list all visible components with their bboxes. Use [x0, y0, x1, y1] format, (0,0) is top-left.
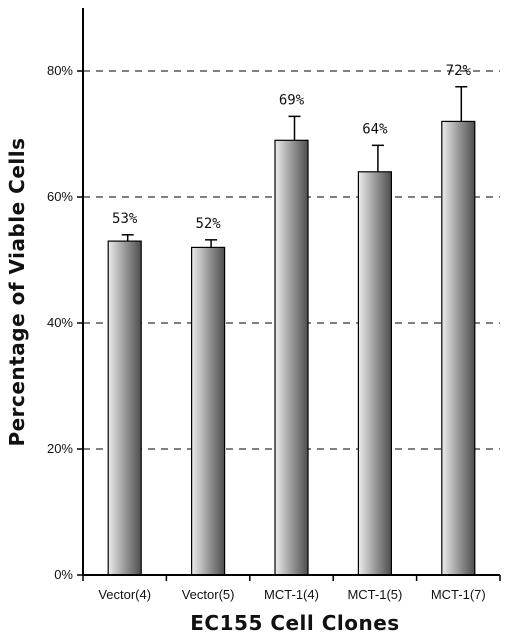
x-tick-label: Vector(5) [182, 587, 235, 602]
data-label: 52% [195, 216, 221, 232]
data-label: 69% [279, 92, 305, 108]
y-tick-label: 80% [47, 63, 73, 78]
axes [77, 8, 501, 581]
y-tick-label: 40% [47, 315, 73, 330]
data-label: 64% [362, 121, 388, 137]
x-tick-label: Vector(4) [98, 587, 151, 602]
y-axis-title: Percentage of Viable Cells [5, 137, 29, 446]
y-tick-label: 0% [54, 567, 73, 582]
bars [107, 86, 476, 576]
bar [441, 120, 476, 576]
y-tick-label: 20% [47, 441, 73, 456]
bar [107, 240, 142, 576]
data-label: 53% [112, 211, 138, 227]
bar [191, 246, 226, 576]
x-axis-title: EC155 Cell Clones [190, 611, 399, 635]
bar [274, 139, 309, 576]
x-tick-label: MCT-1(4) [264, 587, 319, 602]
x-tick-label: MCT-1(7) [431, 587, 486, 602]
y-tick-label: 60% [47, 189, 73, 204]
data-label: 72% [446, 63, 472, 79]
labels: 0% 20% 40% 60% 80% 53% Vector(4) 52% Vector(5) 69… [47, 63, 486, 602]
x-tick-label: MCT-1(5) [347, 587, 402, 602]
bar [357, 171, 392, 576]
